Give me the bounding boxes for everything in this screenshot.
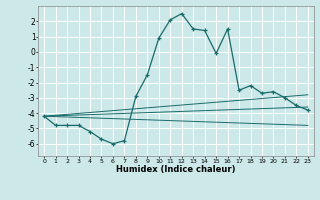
X-axis label: Humidex (Indice chaleur): Humidex (Indice chaleur) xyxy=(116,165,236,174)
